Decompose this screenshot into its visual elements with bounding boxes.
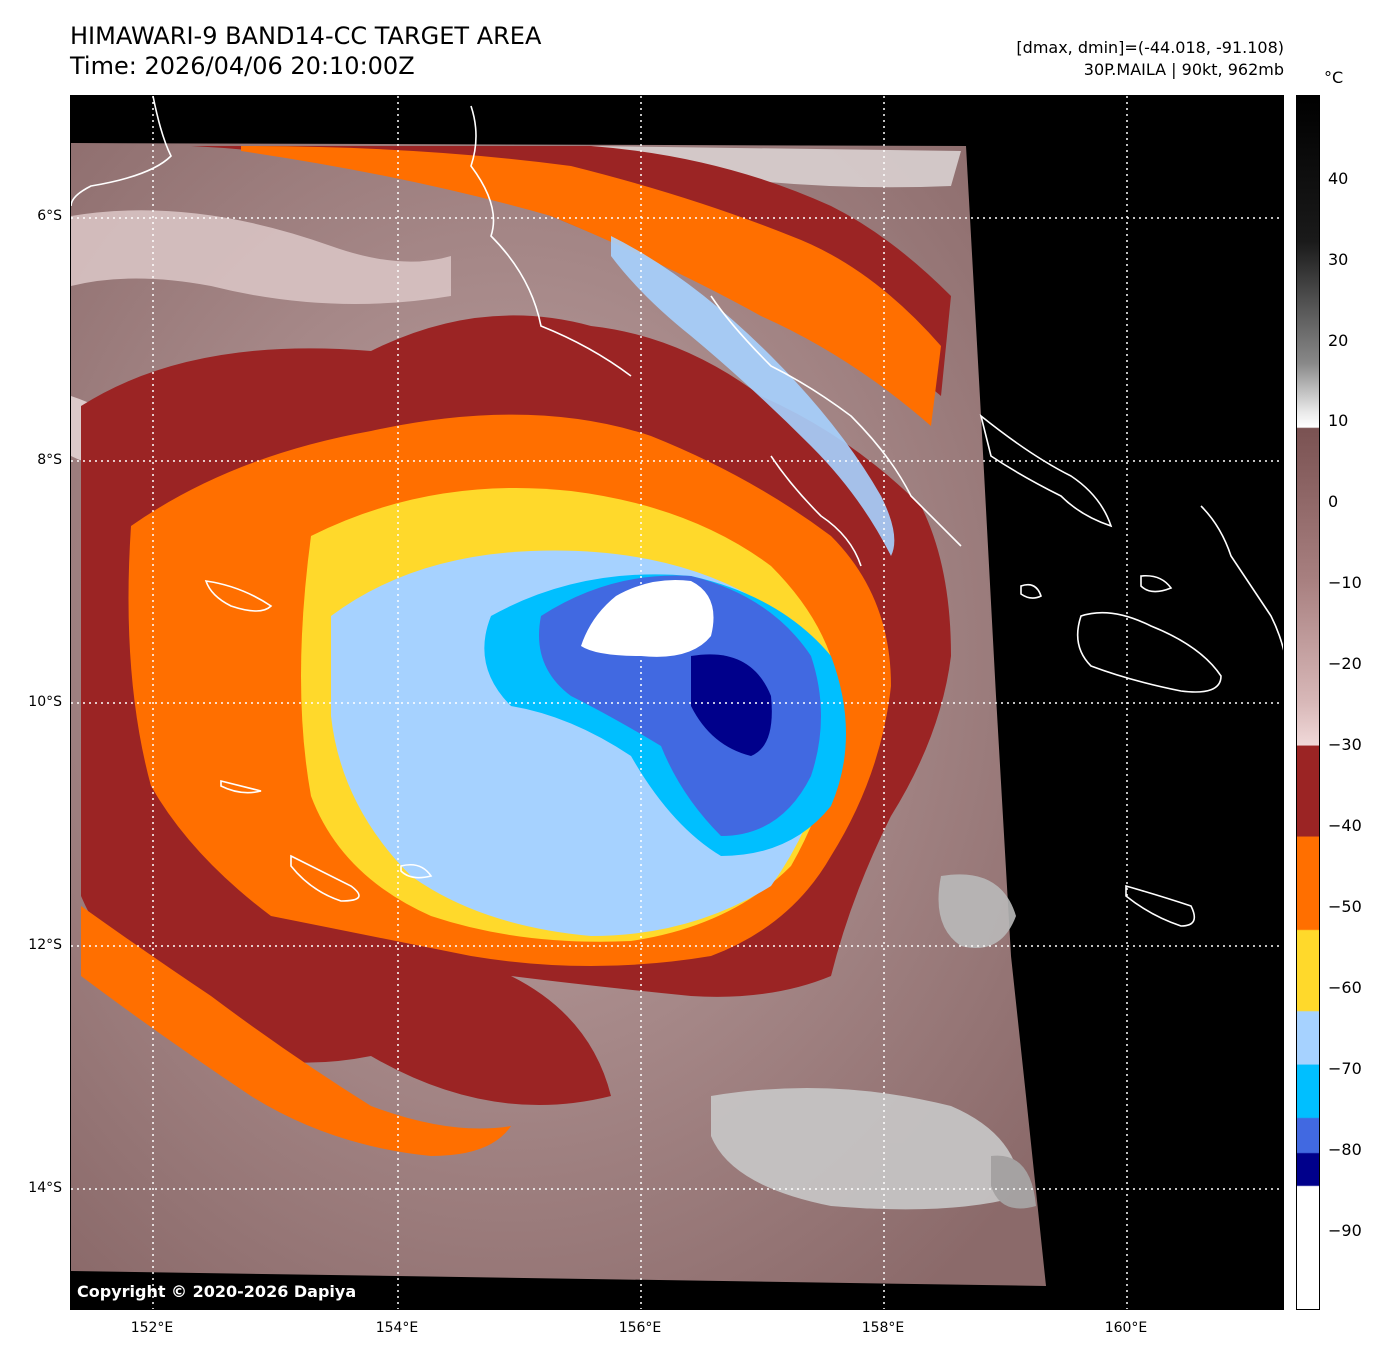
colorbar-label-20: 20 <box>1328 331 1349 350</box>
map-timestamp: Time: 2026/04/06 20:10:00Z <box>70 52 415 80</box>
colorbar-label-minus70: −70 <box>1328 1059 1362 1078</box>
map-canvas <box>71 96 1283 1309</box>
colorbar-label-minus60: −60 <box>1328 978 1362 997</box>
lat-tick-10s: 10°S <box>28 694 62 710</box>
data-range-label: [dmax, dmin]=(-44.018, -91.108) <box>1016 38 1284 57</box>
map-title: HIMAWARI-9 BAND14-CC TARGET AREA <box>70 22 542 50</box>
colorbar <box>1296 95 1320 1310</box>
colorbar-label-minus10: −10 <box>1328 573 1362 592</box>
band-orange-sw <box>81 906 511 1156</box>
band-maroon-north <box>191 146 951 396</box>
colorbar-label-10: 10 <box>1328 411 1349 430</box>
lat-tick-12s: 12°S <box>28 937 62 953</box>
colorbar-label-0: 0 <box>1328 492 1339 511</box>
band-east-arc <box>611 236 895 556</box>
lat-tick-8s: 8°S <box>37 452 62 468</box>
lon-tick-160e: 160°E <box>1104 1320 1148 1336</box>
copyright-label: Copyright © 2020-2026 Dapiya <box>77 1282 357 1301</box>
satellite-map: Copyright © 2020-2026 Dapiya <box>70 95 1284 1310</box>
lon-tick-158e: 158°E <box>861 1320 905 1336</box>
coastlines <box>71 96 1283 927</box>
colorbar-label-minus20: −20 <box>1328 654 1362 673</box>
storm-info-label: 30P.MAILA | 90kt, 962mb <box>1083 60 1284 79</box>
lon-tick-152e: 152°E <box>130 1320 174 1336</box>
colorbar-label-minus40: −40 <box>1328 816 1362 835</box>
colorbar-label-minus30: −30 <box>1328 735 1362 754</box>
colorbar-label-minus90: −90 <box>1328 1221 1362 1240</box>
band-white-core <box>581 580 714 657</box>
colorbar-label-40: 40 <box>1328 169 1349 188</box>
band-orange-north <box>241 146 941 426</box>
colorbar-label-30: 30 <box>1328 250 1349 269</box>
cloud-top-temperature-field <box>81 146 951 1156</box>
lon-tick-154e: 154°E <box>375 1320 419 1336</box>
band-navy <box>691 654 772 756</box>
lat-tick-14s: 14°S <box>28 1180 62 1196</box>
colorbar-unit: °C <box>1324 68 1344 87</box>
lat-tick-6s: 6°S <box>37 208 62 224</box>
colorbar-label-minus80: −80 <box>1328 1140 1362 1159</box>
gridlines <box>71 96 1283 1309</box>
lon-tick-156e: 156°E <box>618 1320 662 1336</box>
colorbar-label-minus50: −50 <box>1328 897 1362 916</box>
